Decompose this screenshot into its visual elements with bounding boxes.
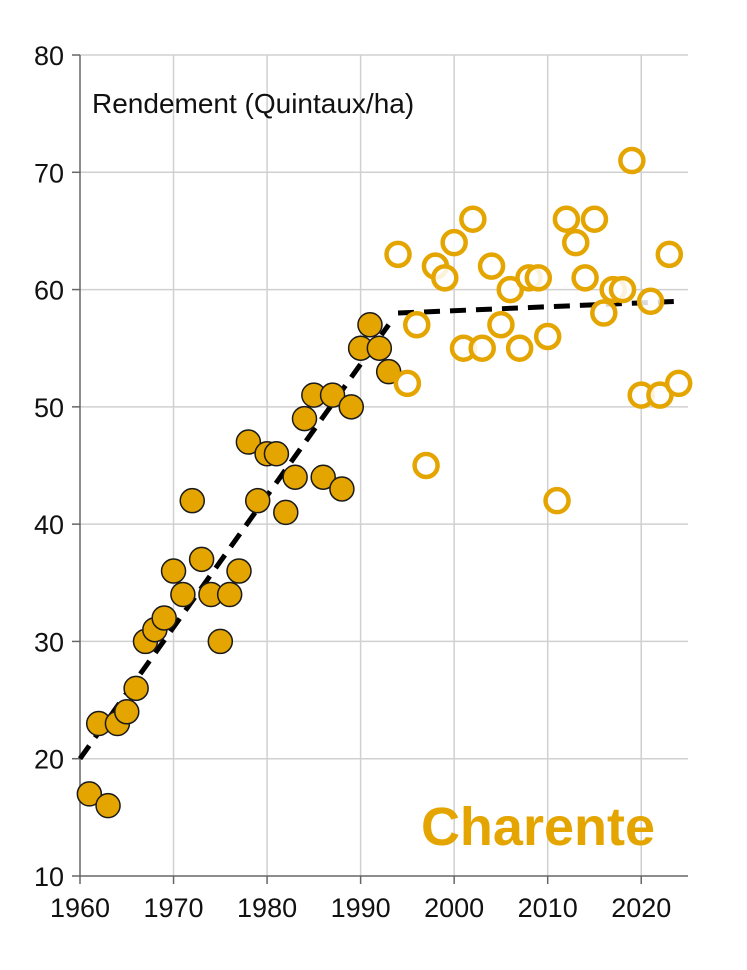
region-label: Charente [421,797,655,857]
data-point-filled [357,312,383,338]
data-point-open [590,299,618,327]
data-point-filled [170,581,196,608]
data-point-open [524,264,553,292]
data-point-filled [226,558,252,584]
trend-line [397,298,679,316]
data-point-filled [263,441,290,467]
data-point-open [636,287,665,316]
data-point-filled [216,581,243,608]
data-point-open [505,334,534,362]
data-point-filled [310,464,336,490]
tick-labels: 10 20 30 40 50 60 70 80 1960 1970 1980 1990 2000 2010… [34,41,671,923]
data-point-open [571,264,599,292]
data-point-filled [207,628,234,655]
y-tick-label: 20 [34,745,64,775]
data-point-filled [188,546,215,573]
data-point-filled [114,699,140,725]
data-point-filled [319,382,346,408]
data-point-filled [282,464,308,490]
data-point-open [459,205,487,233]
data-point-filled [160,558,187,584]
data-point-open [618,146,646,175]
data-point-open [646,381,674,409]
x-tick-label: 2020 [611,893,671,923]
data-point-filled [244,487,271,514]
data-point-filled [235,429,262,455]
y-tick-label: 30 [34,627,64,657]
data-point-filled [338,394,365,420]
data-point-open [608,275,637,304]
data-points [76,146,693,819]
data-point-open [468,334,496,362]
y-tick-label: 60 [34,276,64,306]
data-point-filled [123,675,149,702]
x-tick-label: 1960 [50,893,110,923]
data-point-open [552,205,581,233]
data-point-filled [95,792,121,819]
data-point-filled [76,781,103,807]
data-point-open [477,252,506,280]
data-point-open [496,275,525,304]
x-tick-label: 1980 [237,893,297,923]
data-point-filled [291,405,318,432]
x-tick-label: 2000 [424,893,484,923]
data-point-filled [329,476,355,502]
data-point-filled [273,499,299,526]
data-point-open [655,240,684,269]
y-tick-label: 70 [34,158,64,188]
data-point-filled [366,335,393,361]
data-point-open [393,369,422,398]
data-point-open [402,311,431,339]
y-tick-label: 80 [34,41,64,71]
grid-lines [80,54,688,876]
y-tick-label: 10 [34,862,64,892]
axes [72,54,688,884]
data-point-open [431,264,459,292]
x-tick-label: 2010 [518,893,578,923]
data-point-open [384,240,412,269]
x-tick-label: 1990 [331,893,391,923]
x-tick-label: 1970 [143,893,203,923]
y-tick-label: 50 [34,393,64,423]
data-point-filled [151,605,177,631]
data-point-filled [179,487,205,514]
data-point-open [412,451,440,480]
data-point-open [664,369,693,398]
y-axis-label: Rendement (Quintaux/ha) [92,88,414,119]
data-point-open [440,228,468,257]
data-point-open [543,486,571,515]
data-point-open [487,311,515,339]
y-tick-label: 40 [34,510,64,540]
data-point-open [562,228,590,257]
data-point-open [533,322,562,351]
data-point-open [580,205,609,233]
